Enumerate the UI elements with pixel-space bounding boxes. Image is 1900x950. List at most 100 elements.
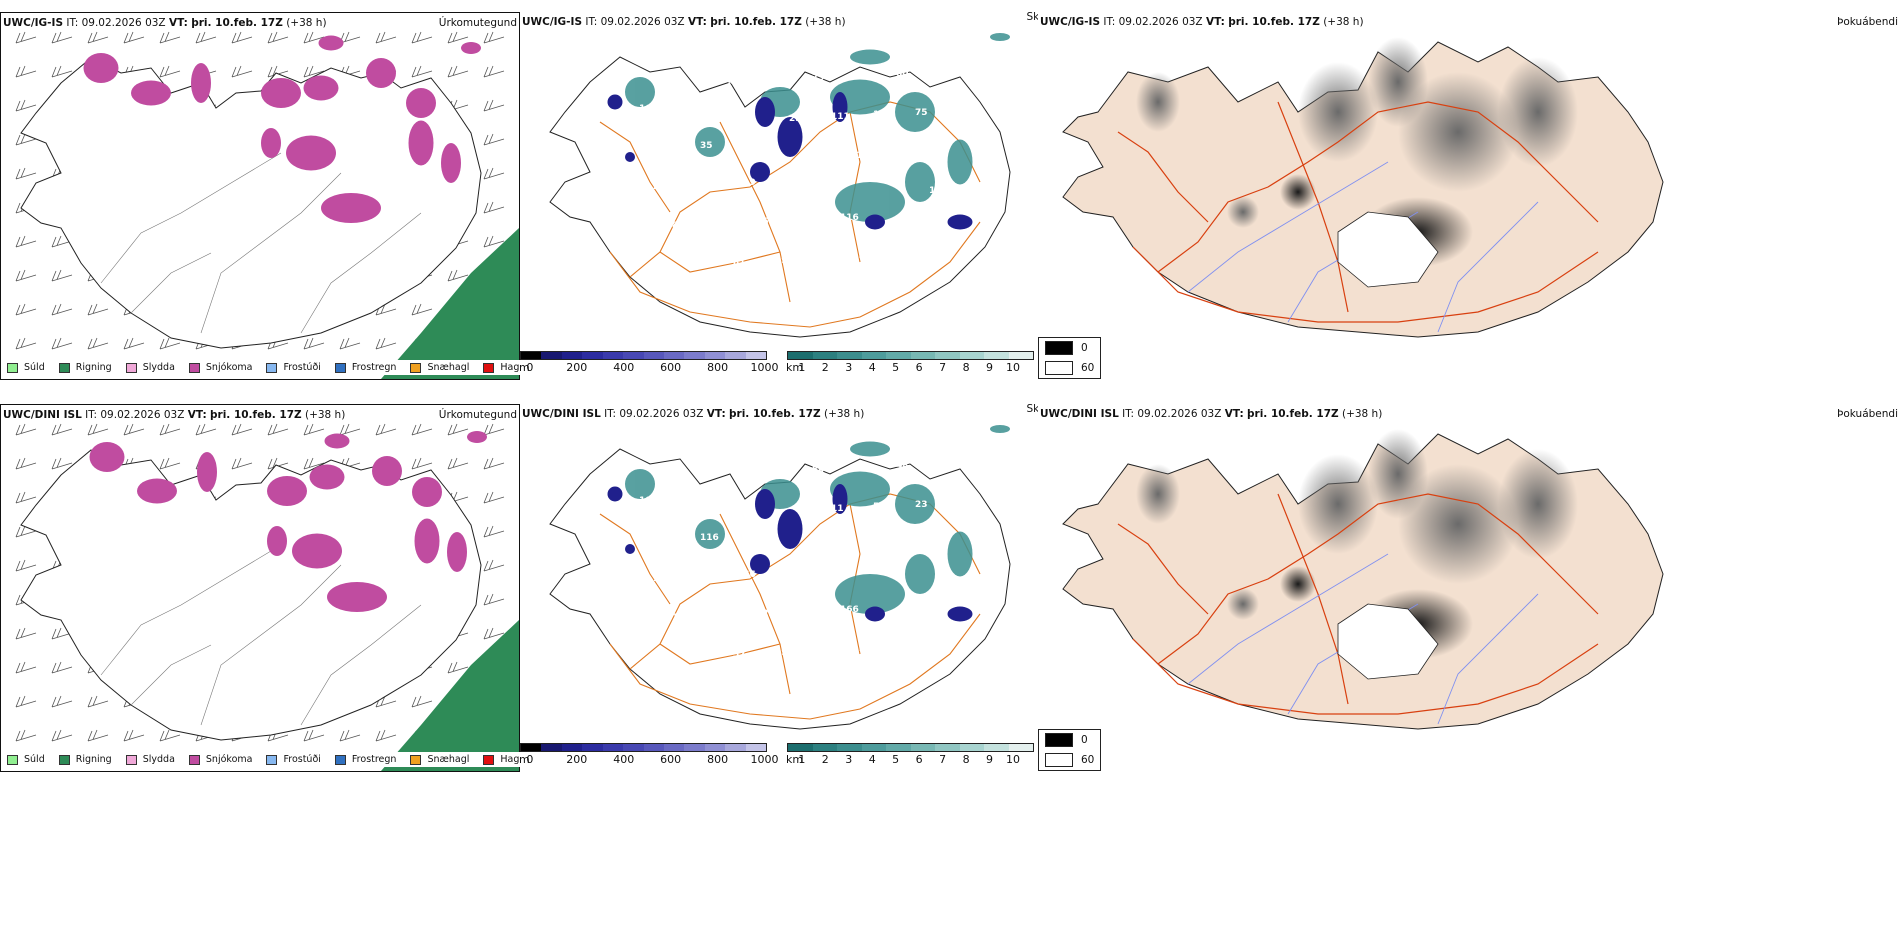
- depth-label: 82: [901, 642, 914, 652]
- colorbar-tick: 400: [613, 361, 635, 374]
- colorbar-strip: [787, 351, 1034, 360]
- colorbar-step: [602, 744, 624, 751]
- colorbar-step: [812, 744, 837, 751]
- colorbar-tick: 2: [821, 753, 829, 766]
- depth-label: 280: [630, 223, 649, 233]
- depth-label: 67: [957, 106, 970, 116]
- colorbar-step: [984, 352, 1009, 359]
- legend-label: Snjókoma: [205, 362, 253, 373]
- title-it_label: IT:: [585, 16, 598, 28]
- precip-legend: Súld Rigning Slydda Snjókoma Frostúði Frostre…: [5, 360, 533, 375]
- colorbar-step: [886, 352, 911, 359]
- legend-swatch: [7, 754, 18, 765]
- legend-label: Rigning: [75, 754, 112, 765]
- legend-swatch: [266, 754, 278, 765]
- colorbar-step: [935, 352, 960, 359]
- depth-label: 104: [929, 186, 948, 196]
- precip-legend: Súld Rigning Slydda Snjókoma Frostúði Frostre…: [5, 752, 533, 767]
- teal-area: [835, 182, 905, 222]
- depth-colorbar: 0 200 400 600 800 1000 m: [519, 743, 779, 766]
- colorbar-tick: 8: [962, 361, 970, 374]
- legend-label: Frostúði: [283, 754, 321, 765]
- colorbar-ticks: 0 200 400 600 800 1000: [520, 752, 778, 766]
- title-vt_value: þri. 10.feb. 17Z: [210, 409, 302, 421]
- colorbar-tick: 7: [939, 361, 947, 374]
- colorbar-unit: km: [786, 753, 804, 766]
- title-model: UWC/IG-IS: [522, 16, 583, 28]
- legend-item-6: Snæhagl: [410, 754, 469, 765]
- precip-panel-name: Úrkomutegund: [438, 409, 517, 421]
- snow-patch: [321, 193, 381, 223]
- depth-label: 161: [639, 104, 658, 114]
- legend-swatch: [334, 754, 346, 765]
- legend-item-2: Slydda: [125, 362, 175, 373]
- colorbar-step: [886, 744, 911, 751]
- legend-label: Rigning: [75, 362, 112, 373]
- fog-panel: UWC/DINI ISL IT: 09.02.2026 03Z VT: þri.…: [1038, 404, 1900, 774]
- depth-label: 58: [873, 502, 886, 512]
- colorbar-step: [684, 744, 705, 751]
- colorbar-step: [861, 744, 886, 751]
- title-it_value: 09.02.2026 03Z: [619, 408, 704, 420]
- colorbar-step: [643, 744, 664, 751]
- snow-patch: [412, 477, 442, 507]
- fog-panel-name: Þokuábendi: [1837, 408, 1898, 420]
- legend-item-5: Frostregn: [334, 754, 396, 765]
- fog-map: [1062, 37, 1664, 338]
- colorbar-step: [837, 744, 862, 751]
- fog-legend-value: 0: [1081, 342, 1088, 354]
- depth-label: 347: [742, 531, 761, 541]
- teal-area: [990, 425, 1010, 433]
- depth-label: 70: [934, 539, 947, 549]
- snow-patch: [89, 442, 125, 472]
- title-it_value: 09.02.2026 03Z: [81, 17, 166, 29]
- snow-patch: [366, 58, 396, 88]
- depth-label: 43: [859, 252, 872, 262]
- rain-area: [381, 620, 519, 771]
- teal-area: [625, 469, 655, 499]
- legend-swatch: [410, 362, 422, 373]
- depth-label: 235: [653, 182, 672, 192]
- navy-area: [750, 162, 770, 182]
- colorbar-tick: 8: [962, 753, 970, 766]
- title-lead: (+38 h): [304, 409, 346, 421]
- legend-swatch: [483, 362, 495, 373]
- legend-swatch: [58, 754, 70, 765]
- legend-swatch: [188, 362, 200, 373]
- teal-area: [905, 162, 935, 202]
- title-model: UWC/IG-IS: [1040, 16, 1101, 28]
- depth-label: 94: [854, 463, 867, 473]
- depth-label: 32: [971, 576, 984, 586]
- legend-item-3: Snjókoma: [188, 362, 253, 373]
- navy-area: [625, 152, 635, 162]
- depth-label: 84: [681, 494, 694, 504]
- colorbar-tick: 10: [1006, 361, 1020, 374]
- depth-label: 111: [831, 112, 850, 122]
- depth-label: 74: [971, 184, 984, 194]
- colorbar-tick: 4: [868, 361, 876, 374]
- visibility-map: 10 84 347 222 166 82 88 102 116 166 253 244 48 240 75 1…: [549, 425, 1011, 730]
- depth-label: 102: [639, 496, 658, 506]
- colorbar-step: [788, 352, 813, 359]
- colorbar-strip: [520, 743, 767, 752]
- colorbar-tick: 4: [868, 753, 876, 766]
- navy-area: [607, 486, 623, 502]
- depth-labels: 10 84 347 222 166 82 88 102 116 166 253 244 48 240 75 1…: [620, 457, 989, 660]
- fog-legend-row: 0: [1039, 338, 1100, 358]
- title-it_label: IT:: [1103, 16, 1116, 28]
- depth-label: 71: [770, 75, 783, 85]
- colorbar-step: [935, 744, 960, 751]
- legend-item-7: Haglél: [483, 754, 531, 765]
- title-lead: (+38 h): [286, 17, 327, 29]
- snow-patch: [447, 532, 467, 572]
- colorbar-step: [745, 352, 767, 359]
- navy-area: [777, 509, 803, 549]
- snow-patches: [83, 35, 481, 223]
- depth-label: 845: [817, 646, 836, 656]
- depth-label: 90: [901, 250, 914, 260]
- depth-label: 21: [850, 151, 863, 161]
- title-it_value: 09.02.2026 03Z: [600, 16, 685, 28]
- colorbar-step: [745, 744, 767, 751]
- depth-label: 192: [775, 648, 794, 658]
- fog-panel-name: Þokuábendi: [1837, 16, 1898, 28]
